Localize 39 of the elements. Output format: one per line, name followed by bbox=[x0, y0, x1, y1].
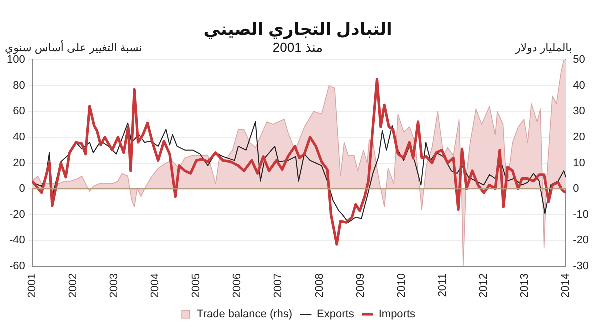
x-tick-label: 2004 bbox=[150, 274, 162, 298]
y2-tick-label: 20 bbox=[573, 131, 586, 144]
y2-tick-label: 30 bbox=[573, 106, 586, 118]
y2-axis-title: بالمليار دولار bbox=[514, 42, 572, 55]
x-tick-label: 2012 bbox=[478, 274, 490, 298]
legend-label: Exports bbox=[317, 308, 355, 321]
x-tick-label: 2006 bbox=[232, 274, 244, 298]
y-axis-title: نسبة التغيير على أساس سنوي bbox=[5, 40, 142, 55]
legend-label: Trade balance (rhs) bbox=[196, 308, 293, 321]
x-tick-label: 2008 bbox=[314, 274, 326, 298]
y-tick-label: -20 bbox=[9, 208, 26, 221]
y2-tick-label: 0 bbox=[573, 183, 580, 196]
y-tick-label: 0 bbox=[19, 183, 26, 196]
chart-title: التبادل التجاري الصيني bbox=[204, 20, 392, 40]
y-tick-label: -60 bbox=[9, 260, 26, 273]
x-tick-label: 2001 bbox=[26, 274, 38, 298]
x-tick-label: 2009 bbox=[354, 274, 367, 298]
x-tick-label: 2007 bbox=[272, 274, 285, 298]
x-tick-label: 2011 bbox=[436, 274, 449, 298]
x-tick-label: 2010 bbox=[396, 274, 408, 298]
chart-subtitle: منذ 2001 bbox=[272, 40, 324, 55]
y2-tick-label: 10 bbox=[573, 157, 586, 170]
legend-label: Imports bbox=[378, 308, 416, 321]
x-tick-label: 2005 bbox=[190, 274, 203, 298]
y2-tick-label: 50 bbox=[573, 54, 586, 66]
y-tick-label: 80 bbox=[13, 80, 26, 92]
y-tick-label: -40 bbox=[9, 234, 26, 247]
y2-tick-label: -20 bbox=[573, 234, 590, 247]
y2-tick-label: -30 bbox=[573, 260, 590, 273]
x-tick-label: 2013 bbox=[519, 274, 532, 298]
y-tick-label: 60 bbox=[13, 106, 26, 118]
y2-tick-label: 40 bbox=[573, 80, 586, 92]
y-tick-label: 40 bbox=[13, 131, 26, 144]
x-tick-label: 2002 bbox=[67, 274, 80, 298]
y2-tick-label: -10 bbox=[573, 208, 590, 221]
x-tick-label: 2003 bbox=[108, 274, 120, 298]
x-tick-label: 2014 bbox=[560, 274, 572, 298]
y-tick-label: 100 bbox=[6, 54, 26, 66]
y-tick-label: 20 bbox=[13, 157, 26, 170]
